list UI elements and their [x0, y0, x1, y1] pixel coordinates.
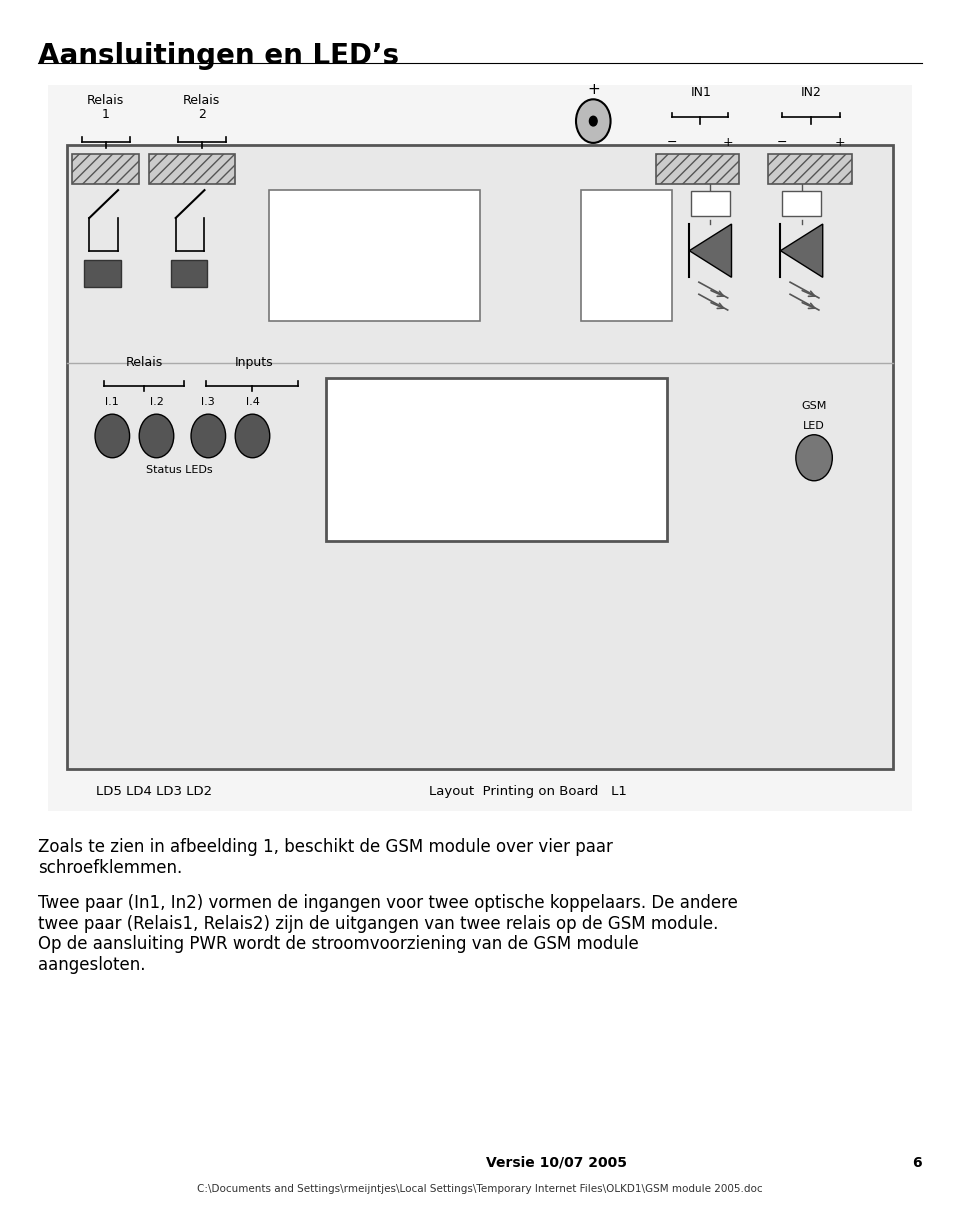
Text: Twee paar (In1, In2) vormen de ingangen voor twee optische koppelaars. De andere: Twee paar (In1, In2) vormen de ingangen … — [38, 894, 738, 974]
Text: Relais: Relais — [183, 93, 220, 107]
Text: 2: 2 — [187, 271, 191, 276]
Circle shape — [576, 99, 611, 143]
Text: −: − — [667, 137, 677, 149]
Polygon shape — [780, 224, 823, 277]
Text: l.4: l.4 — [246, 397, 259, 407]
Text: −: − — [588, 137, 598, 149]
Bar — [656, 154, 739, 184]
Text: MODULE: MODULE — [449, 477, 543, 497]
Bar — [48, 85, 912, 811]
Bar — [84, 260, 121, 287]
Text: Relais: Relais — [126, 356, 162, 369]
Bar — [691, 191, 730, 216]
Circle shape — [589, 116, 597, 126]
Text: P
W
R: P W R — [621, 230, 631, 266]
Text: −: − — [778, 137, 787, 149]
Text: l.1: l.1 — [106, 397, 119, 407]
Text: ANT: ANT — [359, 248, 390, 263]
Text: 1: 1 — [102, 108, 109, 121]
Text: +: + — [722, 137, 733, 149]
Text: Layout  Printing on Board   L1: Layout Printing on Board L1 — [429, 785, 627, 798]
Text: Relais: Relais — [87, 93, 124, 107]
Bar — [269, 190, 480, 321]
Text: GSM: GSM — [471, 438, 521, 458]
Text: Aansluitingen en LED’s: Aansluitingen en LED’s — [38, 42, 399, 70]
Text: Inputs: Inputs — [235, 356, 274, 369]
Text: LD5 LD4 LD3 LD2: LD5 LD4 LD3 LD2 — [96, 785, 211, 798]
Circle shape — [191, 414, 226, 458]
Text: 6: 6 — [912, 1155, 922, 1170]
Bar — [326, 378, 667, 541]
Text: +: + — [834, 137, 846, 149]
Text: 2: 2 — [198, 108, 205, 121]
Text: Status LEDs: Status LEDs — [146, 465, 213, 475]
Bar — [67, 145, 893, 769]
Bar — [171, 260, 207, 287]
Bar — [782, 191, 821, 216]
Text: LED: LED — [804, 421, 825, 431]
Circle shape — [139, 414, 174, 458]
Text: IN2: IN2 — [801, 86, 822, 99]
Circle shape — [796, 435, 832, 481]
Polygon shape — [689, 224, 732, 277]
Bar — [149, 154, 235, 184]
Text: GSM: GSM — [802, 401, 827, 411]
Text: Versie 10/07 2005: Versie 10/07 2005 — [487, 1155, 627, 1170]
Text: C:\Documents and Settings\rmeijntjes\Local Settings\Temporary Internet Files\OLK: C:\Documents and Settings\rmeijntjes\Loc… — [197, 1184, 763, 1194]
Circle shape — [95, 414, 130, 458]
Text: IN1: IN1 — [690, 86, 711, 99]
Bar — [581, 190, 672, 321]
Bar — [768, 154, 852, 184]
Circle shape — [235, 414, 270, 458]
Text: l.3: l.3 — [202, 397, 215, 407]
Text: l.2: l.2 — [150, 397, 163, 407]
Bar — [72, 154, 139, 184]
Text: +: + — [587, 82, 600, 97]
Text: Zoals te zien in afbeelding 1, beschikt de GSM module over vier paar
schroefklem: Zoals te zien in afbeelding 1, beschikt … — [38, 838, 613, 877]
Text: 1: 1 — [101, 271, 105, 276]
